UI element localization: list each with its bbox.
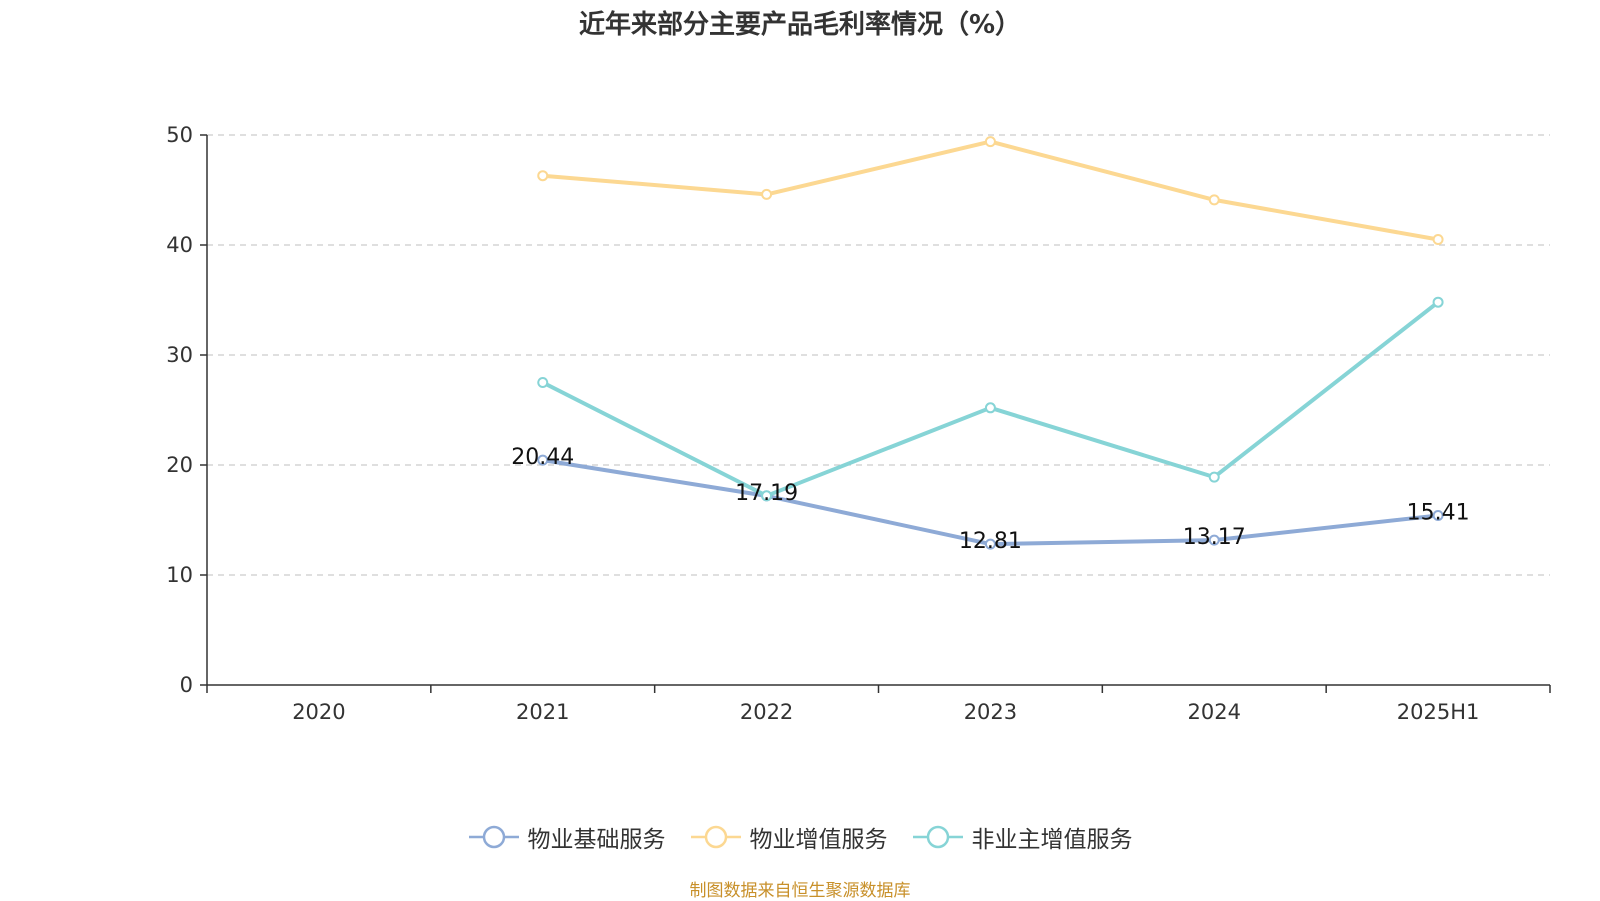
data-point xyxy=(984,136,996,148)
y-tick-label: 10 xyxy=(166,563,193,587)
series-line xyxy=(542,139,1439,242)
data-point xyxy=(761,490,773,502)
x-tick-label: 2021 xyxy=(516,700,569,724)
legend-item[interactable]: 非业主增值服务 xyxy=(912,820,1133,854)
data-label: 17.19 xyxy=(735,481,798,506)
axes: 0 10 20 30 40 50 2020 2021 2022 2023 2024 2025H1 xyxy=(166,123,1551,724)
x-tick-label: 2022 xyxy=(740,700,793,724)
data-point xyxy=(1432,296,1444,308)
legend-item[interactable]: 物业增值服务 xyxy=(690,820,888,854)
chart-title: 近年来部分主要产品毛利率情况（%） xyxy=(578,10,1022,40)
x-tick-label: 2024 xyxy=(1188,700,1241,724)
x-tick-label: 2023 xyxy=(964,700,1017,724)
y-tick-label: 20 xyxy=(166,453,193,477)
source-note: 制图数据来自恒生聚源数据库 xyxy=(689,881,911,901)
legend-label: 物业基础服务 xyxy=(527,827,666,853)
legend-line-circle-icon xyxy=(690,825,741,849)
y-tick-label: 40 xyxy=(166,233,193,257)
legend-line-circle-icon xyxy=(468,825,519,849)
x-tick-label: 2025H1 xyxy=(1397,700,1480,724)
y-tick-label: 30 xyxy=(166,343,193,367)
data-point xyxy=(1208,471,1220,483)
series-line xyxy=(541,300,1440,498)
data-labels: 20.44 17.19 12.81 13.17 15.41 xyxy=(511,445,1469,554)
line-chart: 0 10 20 30 40 50 2020 2021 2022 2023 2024 2025H1 20… xyxy=(166,123,1551,724)
data-point xyxy=(761,188,773,200)
data-point xyxy=(537,454,549,466)
data-point xyxy=(1432,509,1444,521)
legend: 物业基础服务 物业增值服务 非业主增值服务 xyxy=(0,820,1600,854)
x-tick-label: 2020 xyxy=(292,700,345,724)
data-label: 20.44 xyxy=(511,445,574,470)
y-tick-label: 50 xyxy=(166,123,193,147)
legend-line-circle-icon xyxy=(912,825,963,849)
data-point xyxy=(537,170,549,182)
y-tick-label: 0 xyxy=(180,673,193,697)
series-lines xyxy=(537,136,1444,550)
data-point xyxy=(984,538,996,550)
data-point xyxy=(984,402,996,414)
data-label: 15.41 xyxy=(1407,500,1470,525)
data-label: 12.81 xyxy=(959,529,1022,554)
legend-label: 物业增值服务 xyxy=(749,827,888,853)
data-point xyxy=(1208,534,1220,546)
data-point xyxy=(1208,194,1220,206)
data-label: 13.17 xyxy=(1183,525,1246,550)
legend-item[interactable]: 物业基础服务 xyxy=(468,820,666,854)
data-point xyxy=(1432,234,1444,245)
grid-lines xyxy=(207,134,1550,576)
legend-label: 非业主增值服务 xyxy=(971,827,1133,853)
data-point xyxy=(537,377,549,388)
